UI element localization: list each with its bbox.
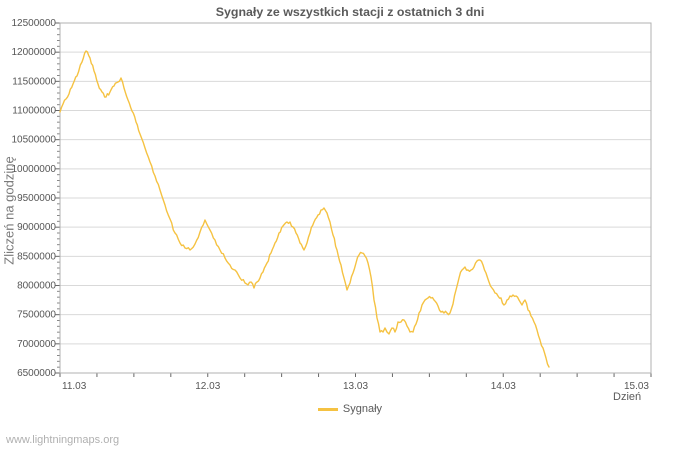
svg-text:12000000: 12000000 (12, 47, 57, 58)
svg-text:6500000: 6500000 (17, 368, 56, 379)
svg-text:8500000: 8500000 (17, 251, 56, 262)
svg-text:9500000: 9500000 (17, 193, 56, 204)
svg-text:13.03: 13.03 (343, 381, 368, 392)
svg-text:11000000: 11000000 (12, 106, 56, 117)
svg-text:10500000: 10500000 (12, 135, 57, 146)
svg-text:9000000: 9000000 (17, 222, 56, 233)
svg-text:11500000: 11500000 (12, 76, 56, 87)
svg-text:10000000: 10000000 (12, 164, 57, 175)
svg-text:8000000: 8000000 (17, 281, 56, 292)
svg-text:14.03: 14.03 (491, 381, 516, 392)
svg-text:7500000: 7500000 (17, 310, 56, 321)
svg-text:12.03: 12.03 (195, 381, 220, 392)
svg-text:7000000: 7000000 (17, 339, 56, 350)
svg-text:12500000: 12500000 (12, 18, 57, 29)
svg-text:11.03: 11.03 (62, 381, 87, 392)
